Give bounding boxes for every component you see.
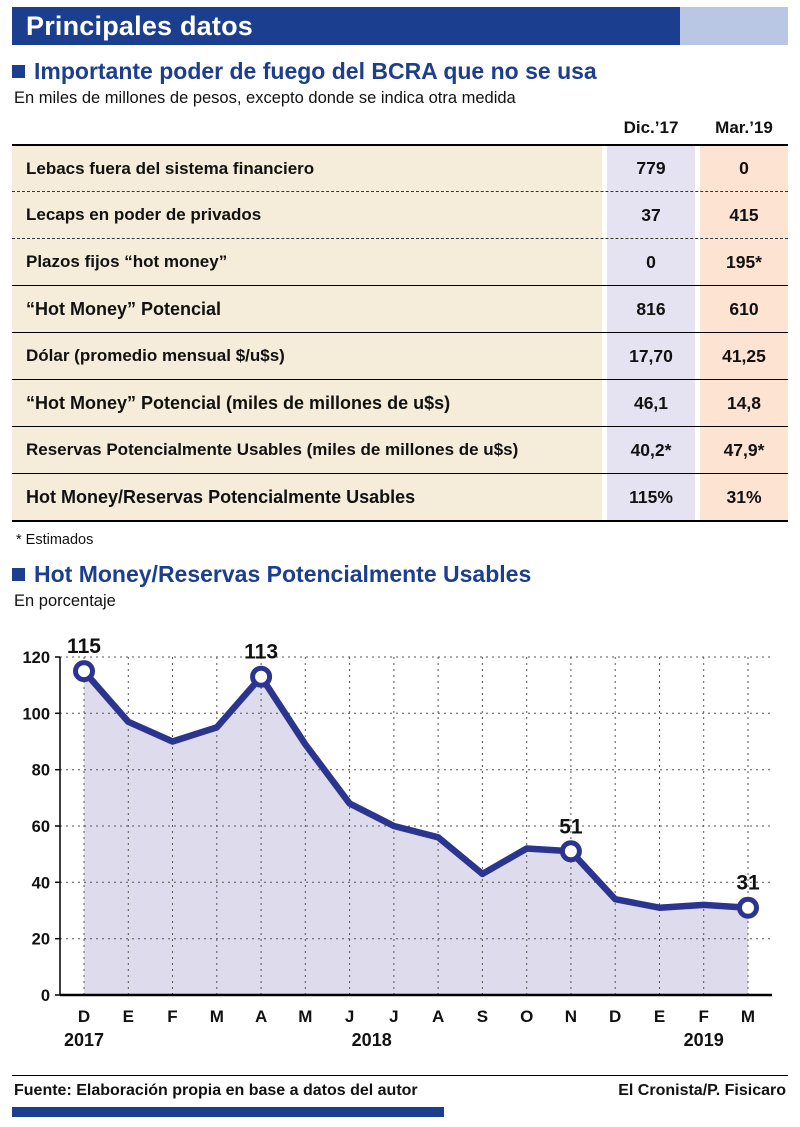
x-tick-label: M <box>741 1007 755 1026</box>
line-chart: 0 20 40 60 80 100 120 115 113 51 31 D E F M A M J J A S O N D E F… <box>12 621 788 1073</box>
footer: Fuente: Elaboración propia en base a dat… <box>12 1076 788 1105</box>
section1-title: Importante poder de fuego del BCRA que n… <box>34 58 597 84</box>
y-tick-label: 0 <box>41 987 50 1005</box>
chart-unit-label: En porcentaje <box>14 592 116 610</box>
value-dic17: 0 <box>607 239 695 285</box>
point-marker <box>250 665 273 688</box>
table-row: Lecaps en poder de privados 37 415 <box>12 191 788 238</box>
section2-heading: Hot Money/Reservas Potencialmente Usable… <box>12 561 788 588</box>
point-label: 31 <box>736 872 760 895</box>
x-tick-label: D <box>609 1007 621 1026</box>
x-tick-label: E <box>654 1007 665 1026</box>
row-label: “Hot Money” Potencial (miles de millones… <box>12 380 602 426</box>
table-row: “Hot Money” Potencial (miles de millones… <box>12 379 788 426</box>
table-row: Dólar (promedio mensual $/u$s) 17,70 41,25 <box>12 332 788 379</box>
value-dic17: 115% <box>607 474 695 520</box>
square-bullet-icon <box>12 568 25 581</box>
banner-accent-block <box>680 7 788 45</box>
value-dic17: 816 <box>607 286 695 332</box>
row-label: Lebacs fuera del sistema financiero <box>12 146 602 191</box>
x-tick-label: M <box>210 1007 224 1026</box>
point-marker <box>559 840 582 863</box>
row-label: Plazos fijos “hot money” <box>12 239 602 285</box>
header-banner: Principales datos <box>12 7 788 45</box>
value-mar19: 415 <box>700 192 788 238</box>
data-table: Lebacs fuera del sistema financiero 779 0 L… <box>12 144 788 522</box>
x-tick-label: F <box>167 1007 177 1026</box>
source-label: Fuente: <box>14 1082 72 1099</box>
credit-text: El Cronista/P. Fisicaro <box>618 1082 786 1099</box>
table-row: Reservas Potencialmente Usables (miles d… <box>12 426 788 473</box>
value-mar19: 195* <box>700 239 788 285</box>
x-tick-label: D <box>78 1007 90 1026</box>
point-marker <box>737 896 759 919</box>
col-header-dic17: Dic.’17 <box>623 118 679 137</box>
col-header-mar19: Mar.’19 <box>715 118 773 137</box>
value-mar19: 41,25 <box>700 333 788 379</box>
value-mar19: 31% <box>700 474 788 520</box>
y-tick-label: 20 <box>32 931 50 949</box>
row-label: Lecaps en poder de privados <box>12 192 602 238</box>
y-tick-label: 80 <box>32 762 50 780</box>
point-marker <box>73 660 95 683</box>
y-tick-label: 40 <box>32 874 50 892</box>
value-dic17: 40,2* <box>607 427 695 473</box>
value-mar19: 0 <box>700 146 788 191</box>
row-label: Dólar (promedio mensual $/u$s) <box>12 333 602 379</box>
table-column-headers: Dic.’17 Mar.’19 <box>12 118 788 138</box>
x-tick-label: J <box>345 1007 354 1026</box>
value-mar19: 47,9* <box>700 427 788 473</box>
x-tick-label: M <box>298 1007 312 1026</box>
bottom-accent-bar <box>12 1107 444 1117</box>
x-tick-label: A <box>255 1007 267 1026</box>
x-tick-label: J <box>389 1007 398 1026</box>
page-title-bar: Principales datos <box>12 7 680 45</box>
point-label: 113 <box>244 641 278 664</box>
value-mar19: 14,8 <box>700 380 788 426</box>
x-tick-label: O <box>520 1007 533 1026</box>
source-line: Fuente: Elaboración propia en base a dat… <box>14 1082 418 1100</box>
value-mar19: 610 <box>700 286 788 332</box>
x-tick-label: N <box>565 1007 577 1026</box>
row-label: Reservas Potencialmente Usables (miles d… <box>12 427 602 473</box>
point-label: 115 <box>67 635 101 658</box>
year-label: 2017 <box>64 1030 104 1050</box>
row-label: Hot Money/Reservas Potencialmente Usable… <box>12 474 602 520</box>
x-tick-label: E <box>123 1007 134 1026</box>
source-text: Elaboración propia en base a datos del a… <box>76 1082 418 1099</box>
y-tick-label: 60 <box>32 818 50 836</box>
section1-subtitle: En miles de millones de pesos, excepto d… <box>14 89 516 107</box>
chart-svg: 0 20 40 60 80 100 120 115 113 51 31 D E F M A M J J A S O N D E F… <box>22 635 772 1050</box>
x-tick-label: S <box>477 1007 488 1026</box>
year-label: 2018 <box>352 1030 392 1050</box>
page-title: Principales datos <box>26 10 253 41</box>
section2-title: Hot Money/Reservas Potencialmente Usable… <box>34 561 532 587</box>
footer-divider <box>12 1075 788 1076</box>
value-dic17: 46,1 <box>607 380 695 426</box>
value-dic17: 17,70 <box>607 333 695 379</box>
x-tick-label: A <box>432 1007 444 1026</box>
x-tick-label: F <box>699 1007 709 1026</box>
year-label: 2019 <box>684 1030 724 1050</box>
y-tick-label: 120 <box>22 649 50 667</box>
point-label: 51 <box>559 815 583 838</box>
value-dic17: 779 <box>607 146 695 191</box>
table-row: Lebacs fuera del sistema financiero 779 0 <box>12 144 788 191</box>
section1-heading: Importante poder de fuego del BCRA que n… <box>12 58 788 85</box>
y-tick-label: 100 <box>22 705 50 723</box>
table-footnote: * Estimados <box>16 532 94 548</box>
table-row: “Hot Money” Potencial 816 610 <box>12 285 788 332</box>
row-label: “Hot Money” Potencial <box>12 286 602 332</box>
table-row: Hot Money/Reservas Potencialmente Usable… <box>12 473 788 520</box>
data-line <box>80 667 752 911</box>
table-row: Plazos fijos “hot money” 0 195* <box>12 238 788 285</box>
value-dic17: 37 <box>607 192 695 238</box>
square-bullet-icon <box>12 65 25 78</box>
